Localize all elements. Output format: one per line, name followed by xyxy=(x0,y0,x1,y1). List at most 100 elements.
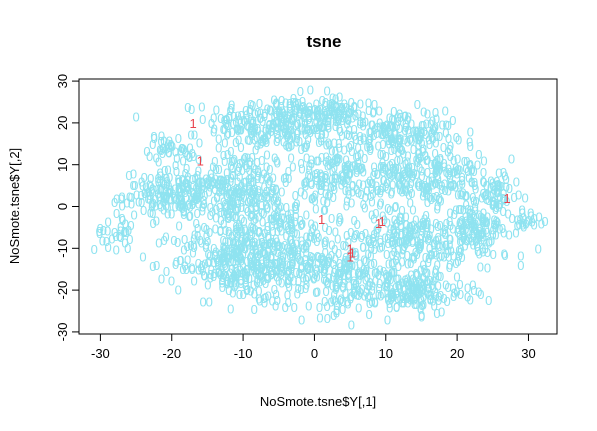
data-point-0: 0 xyxy=(287,211,294,226)
data-point-0: 0 xyxy=(490,247,497,262)
data-point-0: 0 xyxy=(351,284,358,299)
data-point-0: 0 xyxy=(272,96,279,111)
data-point-0: 0 xyxy=(241,264,248,279)
data-point-0: 0 xyxy=(193,180,200,195)
data-point-0: 0 xyxy=(248,196,255,211)
data-point-0: 0 xyxy=(247,97,254,112)
data-point-0: 0 xyxy=(272,106,279,121)
data-point-0: 0 xyxy=(225,283,232,298)
data-point-0: 0 xyxy=(226,265,233,280)
data-point-0: 0 xyxy=(212,211,219,226)
data-point-0: 0 xyxy=(288,257,295,272)
data-point-0: 0 xyxy=(318,134,325,149)
data-point-0: 0 xyxy=(220,251,227,266)
data-point-0: 0 xyxy=(342,262,349,277)
data-point-0: 0 xyxy=(223,112,230,127)
data-point-0: 0 xyxy=(269,183,276,198)
data-point-0: 0 xyxy=(239,186,246,201)
data-point-0: 0 xyxy=(237,251,244,266)
data-point-0: 0 xyxy=(227,301,234,316)
data-point-0: 0 xyxy=(318,127,325,142)
data-point-0: 0 xyxy=(270,118,277,133)
data-point-0: 0 xyxy=(237,234,244,249)
data-point-0: 0 xyxy=(294,248,301,263)
data-point-0: 0 xyxy=(339,279,346,294)
data-point-0: 0 xyxy=(359,240,366,255)
data-point-0: 0 xyxy=(292,106,299,121)
data-point-0: 0 xyxy=(195,256,202,271)
data-point-0: 0 xyxy=(261,131,268,146)
data-point-0: 0 xyxy=(225,227,232,242)
data-point-0: 0 xyxy=(283,228,290,243)
data-point-0: 0 xyxy=(220,122,227,137)
data-point-0: 0 xyxy=(445,118,452,133)
data-point-0: 0 xyxy=(394,109,401,124)
data-point-0: 0 xyxy=(345,113,352,128)
data-point-0: 0 xyxy=(248,174,255,189)
data-point-0: 0 xyxy=(149,259,156,274)
data-point-0: 0 xyxy=(432,216,439,231)
data-point-0: 0 xyxy=(247,155,254,170)
data-point-0: 0 xyxy=(286,280,293,295)
data-point-0: 0 xyxy=(342,110,349,125)
data-point-0: 0 xyxy=(415,138,422,153)
data-point-0: 0 xyxy=(235,132,242,147)
data-point-0: 0 xyxy=(349,179,356,194)
data-point-0: 0 xyxy=(148,184,155,199)
data-point-0: 0 xyxy=(252,162,259,177)
data-point-0: 0 xyxy=(333,280,340,295)
data-point-0: 0 xyxy=(176,199,183,214)
data-point-0: 0 xyxy=(272,182,279,197)
data-point-0: 0 xyxy=(389,168,396,183)
data-point-0: 0 xyxy=(195,263,202,278)
data-point-0: 0 xyxy=(117,230,124,245)
data-point-0: 0 xyxy=(306,162,313,177)
data-point-0: 0 xyxy=(282,118,289,133)
data-point-0: 0 xyxy=(281,125,288,140)
data-point-0: 0 xyxy=(340,238,347,253)
data-point-0: 0 xyxy=(333,152,340,167)
data-point-0: 0 xyxy=(232,277,239,292)
data-point-0: 0 xyxy=(228,244,235,259)
data-point-0: 0 xyxy=(150,129,157,144)
data-point-0: 0 xyxy=(331,153,338,168)
data-point-0: 0 xyxy=(168,192,175,207)
data-point-0: 0 xyxy=(320,263,327,278)
data-point-0: 0 xyxy=(302,127,309,142)
data-point-0: 0 xyxy=(239,184,246,199)
data-point-0: 0 xyxy=(220,240,227,255)
data-point-0: 0 xyxy=(413,221,420,236)
data-point-0: 0 xyxy=(194,178,201,193)
data-point-0: 0 xyxy=(307,252,314,267)
data-point-0: 0 xyxy=(272,231,279,246)
data-point-0: 0 xyxy=(346,278,353,293)
data-point-0: 0 xyxy=(230,197,237,212)
data-point-0: 0 xyxy=(154,186,161,201)
data-point-0: 0 xyxy=(191,128,198,143)
data-point-0: 0 xyxy=(240,287,247,302)
data-point-0: 0 xyxy=(258,198,265,213)
data-point-0: 0 xyxy=(328,105,335,120)
data-point-0: 0 xyxy=(303,246,310,261)
data-point-0: 0 xyxy=(289,242,296,257)
data-point-0: 0 xyxy=(204,278,211,293)
data-point-0: 0 xyxy=(160,140,167,155)
data-point-0: 0 xyxy=(195,152,202,167)
data-point-0: 0 xyxy=(408,133,415,148)
data-point-0: 0 xyxy=(235,236,242,251)
data-point-0: 0 xyxy=(387,118,394,133)
data-point-0: 0 xyxy=(386,203,393,218)
data-point-0: 0 xyxy=(163,199,170,214)
data-point-0: 0 xyxy=(345,158,352,173)
data-point-0: 0 xyxy=(284,288,291,303)
data-point-0: 0 xyxy=(215,132,222,147)
data-point-0: 0 xyxy=(230,116,237,131)
data-point-0: 0 xyxy=(321,272,328,287)
data-point-0: 0 xyxy=(447,138,454,153)
data-point-0: 0 xyxy=(190,178,197,193)
data-point-0: 0 xyxy=(96,226,103,241)
data-point-0: 0 xyxy=(310,122,317,137)
data-point-0: 0 xyxy=(421,124,428,139)
data-point-0: 0 xyxy=(230,189,237,204)
data-point-0: 0 xyxy=(291,226,298,241)
